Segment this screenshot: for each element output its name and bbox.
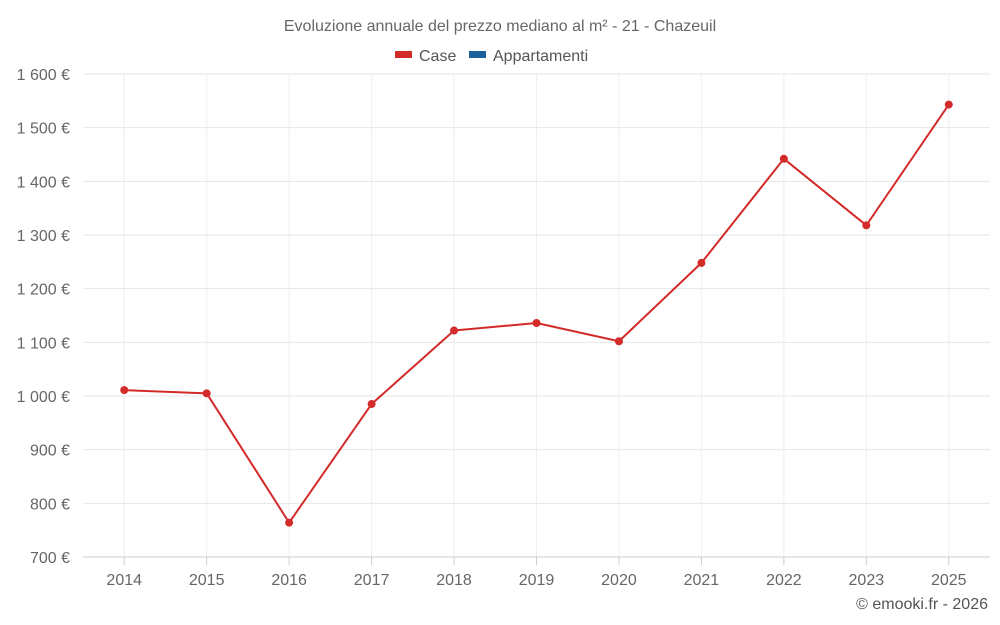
legend-label-appartamenti: Appartamenti [493, 48, 588, 65]
data-point-2021[interactable] [697, 258, 706, 267]
x-tick-label: 2025 [931, 572, 967, 589]
y-tick-label: 1 000 € [17, 389, 70, 406]
data-point-2014[interactable] [120, 386, 129, 395]
legend: Case Appartamenti [395, 48, 588, 65]
legend-item-case[interactable]: Case [395, 48, 456, 65]
x-tick-label: 2019 [519, 572, 555, 589]
series-points-case [120, 100, 953, 527]
x-tick-label: 2018 [436, 572, 472, 589]
legend-swatch-case [395, 51, 412, 58]
x-axis-labels: 2014 2015 2016 2017 2018 2019 2020 2021 2022 2023… [106, 572, 966, 589]
x-tick-label: 2015 [189, 572, 225, 589]
x-tick-label: 2022 [766, 572, 802, 589]
data-point-2017[interactable] [367, 400, 376, 409]
data-point-2023[interactable] [862, 221, 871, 230]
x-tick-label: 2021 [684, 572, 720, 589]
data-point-2022[interactable] [779, 154, 788, 163]
data-point-2018[interactable] [450, 326, 459, 335]
data-point-2020[interactable] [614, 337, 623, 346]
y-tick-label: 900 € [30, 443, 70, 460]
data-point-2015[interactable] [202, 389, 211, 398]
chart-title: Evoluzione annuale del prezzo mediano al… [284, 18, 716, 35]
y-tick-label: 1 100 € [17, 335, 70, 352]
legend-label-case: Case [419, 48, 456, 65]
x-tick-label: 2020 [601, 572, 637, 589]
x-tick-label: 2023 [849, 572, 885, 589]
x-tick-label: 2017 [354, 572, 390, 589]
legend-swatch-appartamenti [469, 51, 486, 58]
credit-text: © emooki.fr - 2026 [856, 596, 988, 613]
x-gridlines [123, 74, 950, 565]
x-tick-label: 2016 [271, 572, 307, 589]
y-tick-label: 800 € [30, 496, 70, 513]
y-tick-label: 1 500 € [17, 121, 70, 138]
y-tick-label: 1 200 € [17, 282, 70, 299]
y-tick-label: 700 € [30, 550, 70, 567]
y-tick-label: 1 600 € [17, 67, 70, 84]
data-point-2016[interactable] [285, 518, 294, 527]
y-axis-labels: 700 € 800 € 900 € 1 000 € 1 100 € 1 200 € 1 30… [17, 67, 70, 567]
data-point-2019[interactable] [532, 319, 541, 328]
x-tick-label: 2014 [106, 572, 142, 589]
legend-item-appartamenti[interactable]: Appartamenti [469, 48, 588, 65]
y-tick-label: 1 400 € [17, 174, 70, 191]
y-tick-label: 1 300 € [17, 228, 70, 245]
data-point-2025[interactable] [944, 100, 953, 109]
